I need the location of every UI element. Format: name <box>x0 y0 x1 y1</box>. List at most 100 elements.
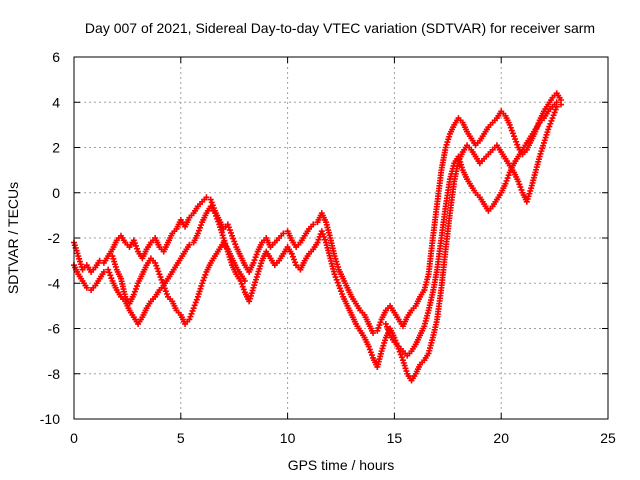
data-point <box>552 106 559 113</box>
data-point <box>213 212 220 219</box>
data-point <box>134 283 141 290</box>
data-point <box>548 117 555 124</box>
data-point <box>100 268 107 275</box>
data-point <box>163 290 170 297</box>
data-point <box>152 259 159 266</box>
data-point <box>397 351 404 358</box>
data-point <box>240 286 247 293</box>
data-point <box>553 99 560 106</box>
y-tick-label: 0 <box>52 185 60 201</box>
data-point <box>333 276 340 283</box>
data-points <box>71 90 565 384</box>
data-point <box>365 343 372 350</box>
data-point <box>201 274 208 281</box>
y-axis-label: SDTVAR / TECUs <box>5 182 21 294</box>
data-point <box>106 269 113 276</box>
data-point <box>508 127 515 134</box>
y-tick-label: -6 <box>48 321 61 337</box>
data-point <box>375 324 382 331</box>
data-point <box>558 101 565 108</box>
data-point <box>336 285 343 292</box>
data-point <box>186 316 193 323</box>
data-point <box>156 271 163 278</box>
data-point <box>505 172 512 179</box>
x-axis-label: GPS time / hours <box>288 457 395 473</box>
data-point <box>506 121 513 128</box>
data-point <box>239 283 246 290</box>
data-point <box>335 282 342 289</box>
data-point <box>280 230 287 237</box>
data-point <box>288 250 295 257</box>
data-point <box>504 175 511 182</box>
data-point <box>252 254 259 261</box>
data-point <box>211 210 218 217</box>
y-tick-label: 4 <box>52 94 60 110</box>
data-point <box>161 285 168 292</box>
x-tick-label: 20 <box>493 430 509 446</box>
data-point <box>367 349 374 356</box>
x-tick-label: 25 <box>600 430 616 446</box>
data-point <box>331 271 338 278</box>
data-point <box>514 141 521 148</box>
data-point <box>550 112 557 119</box>
data-point <box>158 276 165 283</box>
data-point <box>230 235 237 242</box>
data-point <box>318 228 325 235</box>
series-2 <box>71 103 560 384</box>
data-point <box>108 275 115 282</box>
data-point <box>155 268 162 275</box>
data-point <box>131 288 138 295</box>
data-point <box>231 238 238 245</box>
data-point <box>338 288 344 295</box>
x-tick-label: 0 <box>70 430 78 446</box>
data-point <box>203 194 210 201</box>
data-point <box>374 327 381 334</box>
x-tick-label: 10 <box>280 430 296 446</box>
series-1 <box>71 90 565 337</box>
data-point <box>193 296 200 303</box>
data-point <box>191 302 198 309</box>
data-point <box>190 305 197 312</box>
data-point <box>370 330 377 337</box>
data-point <box>107 272 114 279</box>
data-point <box>334 279 341 286</box>
data-point <box>546 123 553 130</box>
data-point <box>188 310 195 317</box>
data-point <box>132 285 139 292</box>
data-point <box>319 231 326 238</box>
data-point <box>549 115 556 122</box>
data-point <box>154 265 161 272</box>
y-tick-label: -4 <box>48 275 61 291</box>
y-tick-label: -2 <box>48 230 61 246</box>
data-point <box>241 277 248 284</box>
data-point <box>250 259 257 266</box>
data-point <box>321 236 328 243</box>
data-point <box>226 227 233 234</box>
axis-ticks: 0 5 10 15 20 25 -10 -8 -6 -4 -2 0 2 4 6 <box>40 49 616 446</box>
data-point <box>382 320 389 327</box>
data-point <box>315 236 322 243</box>
data-point <box>227 229 234 236</box>
data-point <box>509 130 516 137</box>
y-tick-label: -10 <box>40 411 60 427</box>
data-point <box>214 215 221 222</box>
data-point <box>366 346 373 353</box>
data-point <box>215 218 222 225</box>
data-point <box>551 109 558 116</box>
x-tick-label: 5 <box>177 430 185 446</box>
data-point <box>225 224 232 231</box>
y-tick-label: 2 <box>52 140 60 156</box>
series-3 <box>109 99 565 359</box>
data-point <box>187 313 194 320</box>
chart-title: Day 007 of 2021, Sidereal Day-to-day VTE… <box>85 20 595 36</box>
data-point <box>153 262 160 269</box>
data-point <box>513 138 520 145</box>
data-point <box>517 184 524 191</box>
data-point <box>186 241 193 248</box>
data-point <box>518 186 525 193</box>
data-point <box>132 242 139 249</box>
data-point <box>131 240 138 247</box>
data-point <box>157 274 164 281</box>
data-point <box>291 256 298 263</box>
